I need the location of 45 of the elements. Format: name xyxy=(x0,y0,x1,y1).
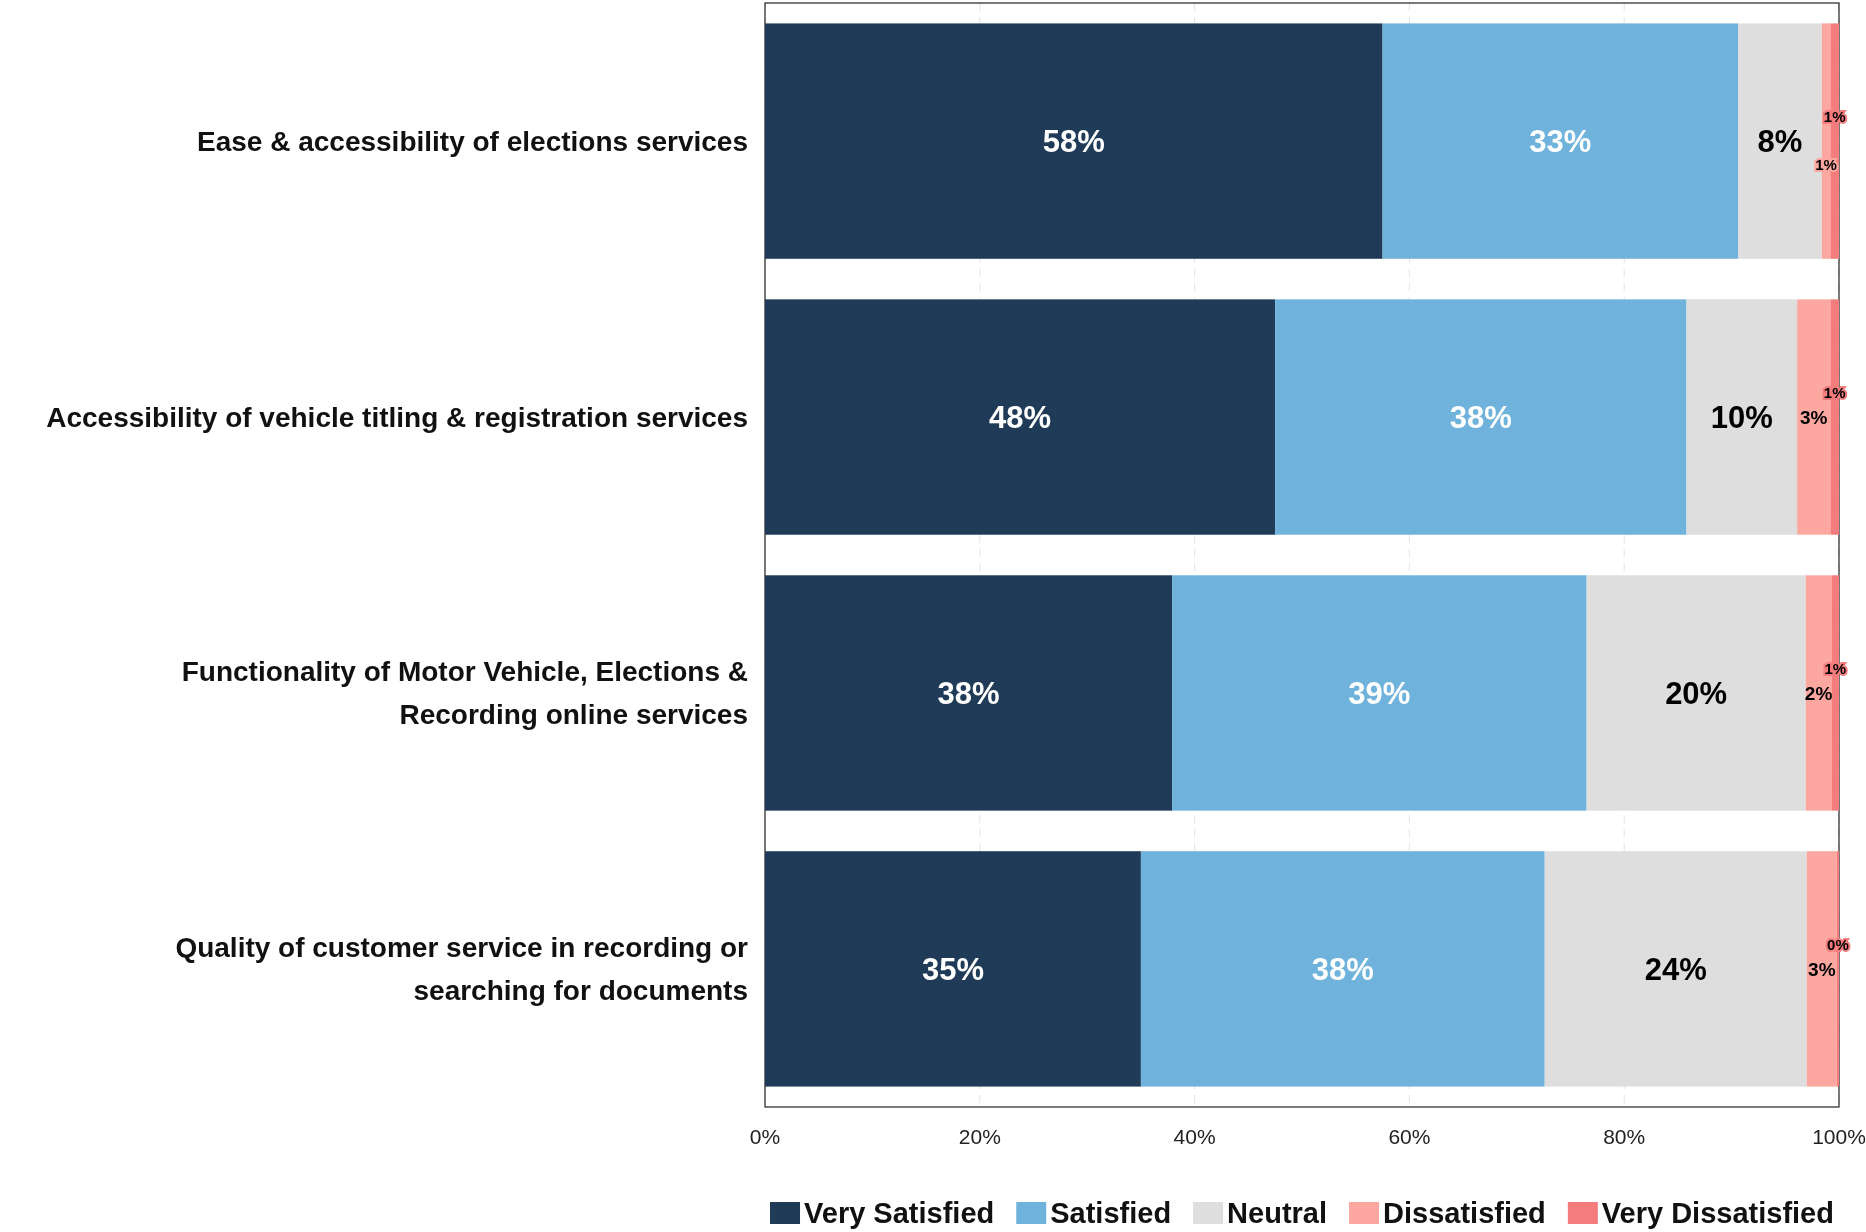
x-tick-label: 40% xyxy=(1173,1125,1216,1148)
bar xyxy=(1140,851,1545,1087)
y-tick-label: Ease & accessibility of elections services xyxy=(197,125,748,157)
data-label: 1% xyxy=(1815,156,1837,174)
data-label: 20% xyxy=(1665,675,1728,711)
bar xyxy=(1382,23,1739,259)
legend-label: Very Dissatisfied xyxy=(1601,1197,1834,1230)
data-label: 0% xyxy=(1827,936,1849,954)
legend-label: Neutral xyxy=(1227,1197,1328,1230)
bar xyxy=(765,575,1173,811)
data-label: 33% xyxy=(1529,123,1592,159)
data-label: 38% xyxy=(1311,951,1374,987)
y-tick-label: Accessibility of vehicle titling & registration services xyxy=(46,401,748,433)
legend-label: Dissatisfied xyxy=(1383,1197,1546,1230)
data-label: 10% xyxy=(1710,399,1773,435)
legend-label: Satisfied xyxy=(1050,1197,1172,1230)
bar xyxy=(1686,299,1798,535)
bar xyxy=(765,299,1276,535)
x-tick-label: 0% xyxy=(749,1125,781,1148)
x-tick-label: 60% xyxy=(1388,1125,1431,1148)
data-label: 39% xyxy=(1348,675,1411,711)
bar xyxy=(765,23,1383,259)
x-tick-label: 20% xyxy=(958,1125,1001,1148)
bar xyxy=(1275,299,1687,535)
legend-label: Very Satisfied xyxy=(804,1197,995,1230)
data-label: 1% xyxy=(1823,384,1846,402)
y-tick-label: Quality of customer service in recording or searching for documents xyxy=(175,932,749,1007)
bar xyxy=(1586,575,1806,811)
data-label: 58% xyxy=(1042,123,1105,159)
y-tick-label: Functionality of Motor Vehicle, Elections & Recording online services xyxy=(181,656,748,731)
x-tick-label: 80% xyxy=(1603,1125,1646,1148)
bar xyxy=(1172,575,1587,811)
data-label: 1% xyxy=(1823,108,1846,126)
data-label: 38% xyxy=(937,675,1000,711)
data-label: 24% xyxy=(1644,951,1707,987)
data-label: 48% xyxy=(989,399,1052,435)
data-label: 38% xyxy=(1449,399,1512,435)
data-label: 8% xyxy=(1757,123,1803,159)
data-label: 35% xyxy=(921,951,984,987)
bar xyxy=(765,851,1141,1087)
data-label: 3% xyxy=(1808,958,1836,980)
data-label: 3% xyxy=(1800,406,1828,428)
x-tick-label: 100% xyxy=(1812,1125,1866,1148)
data-label: 1% xyxy=(1824,660,1847,678)
data-label: 2% xyxy=(1804,682,1833,704)
